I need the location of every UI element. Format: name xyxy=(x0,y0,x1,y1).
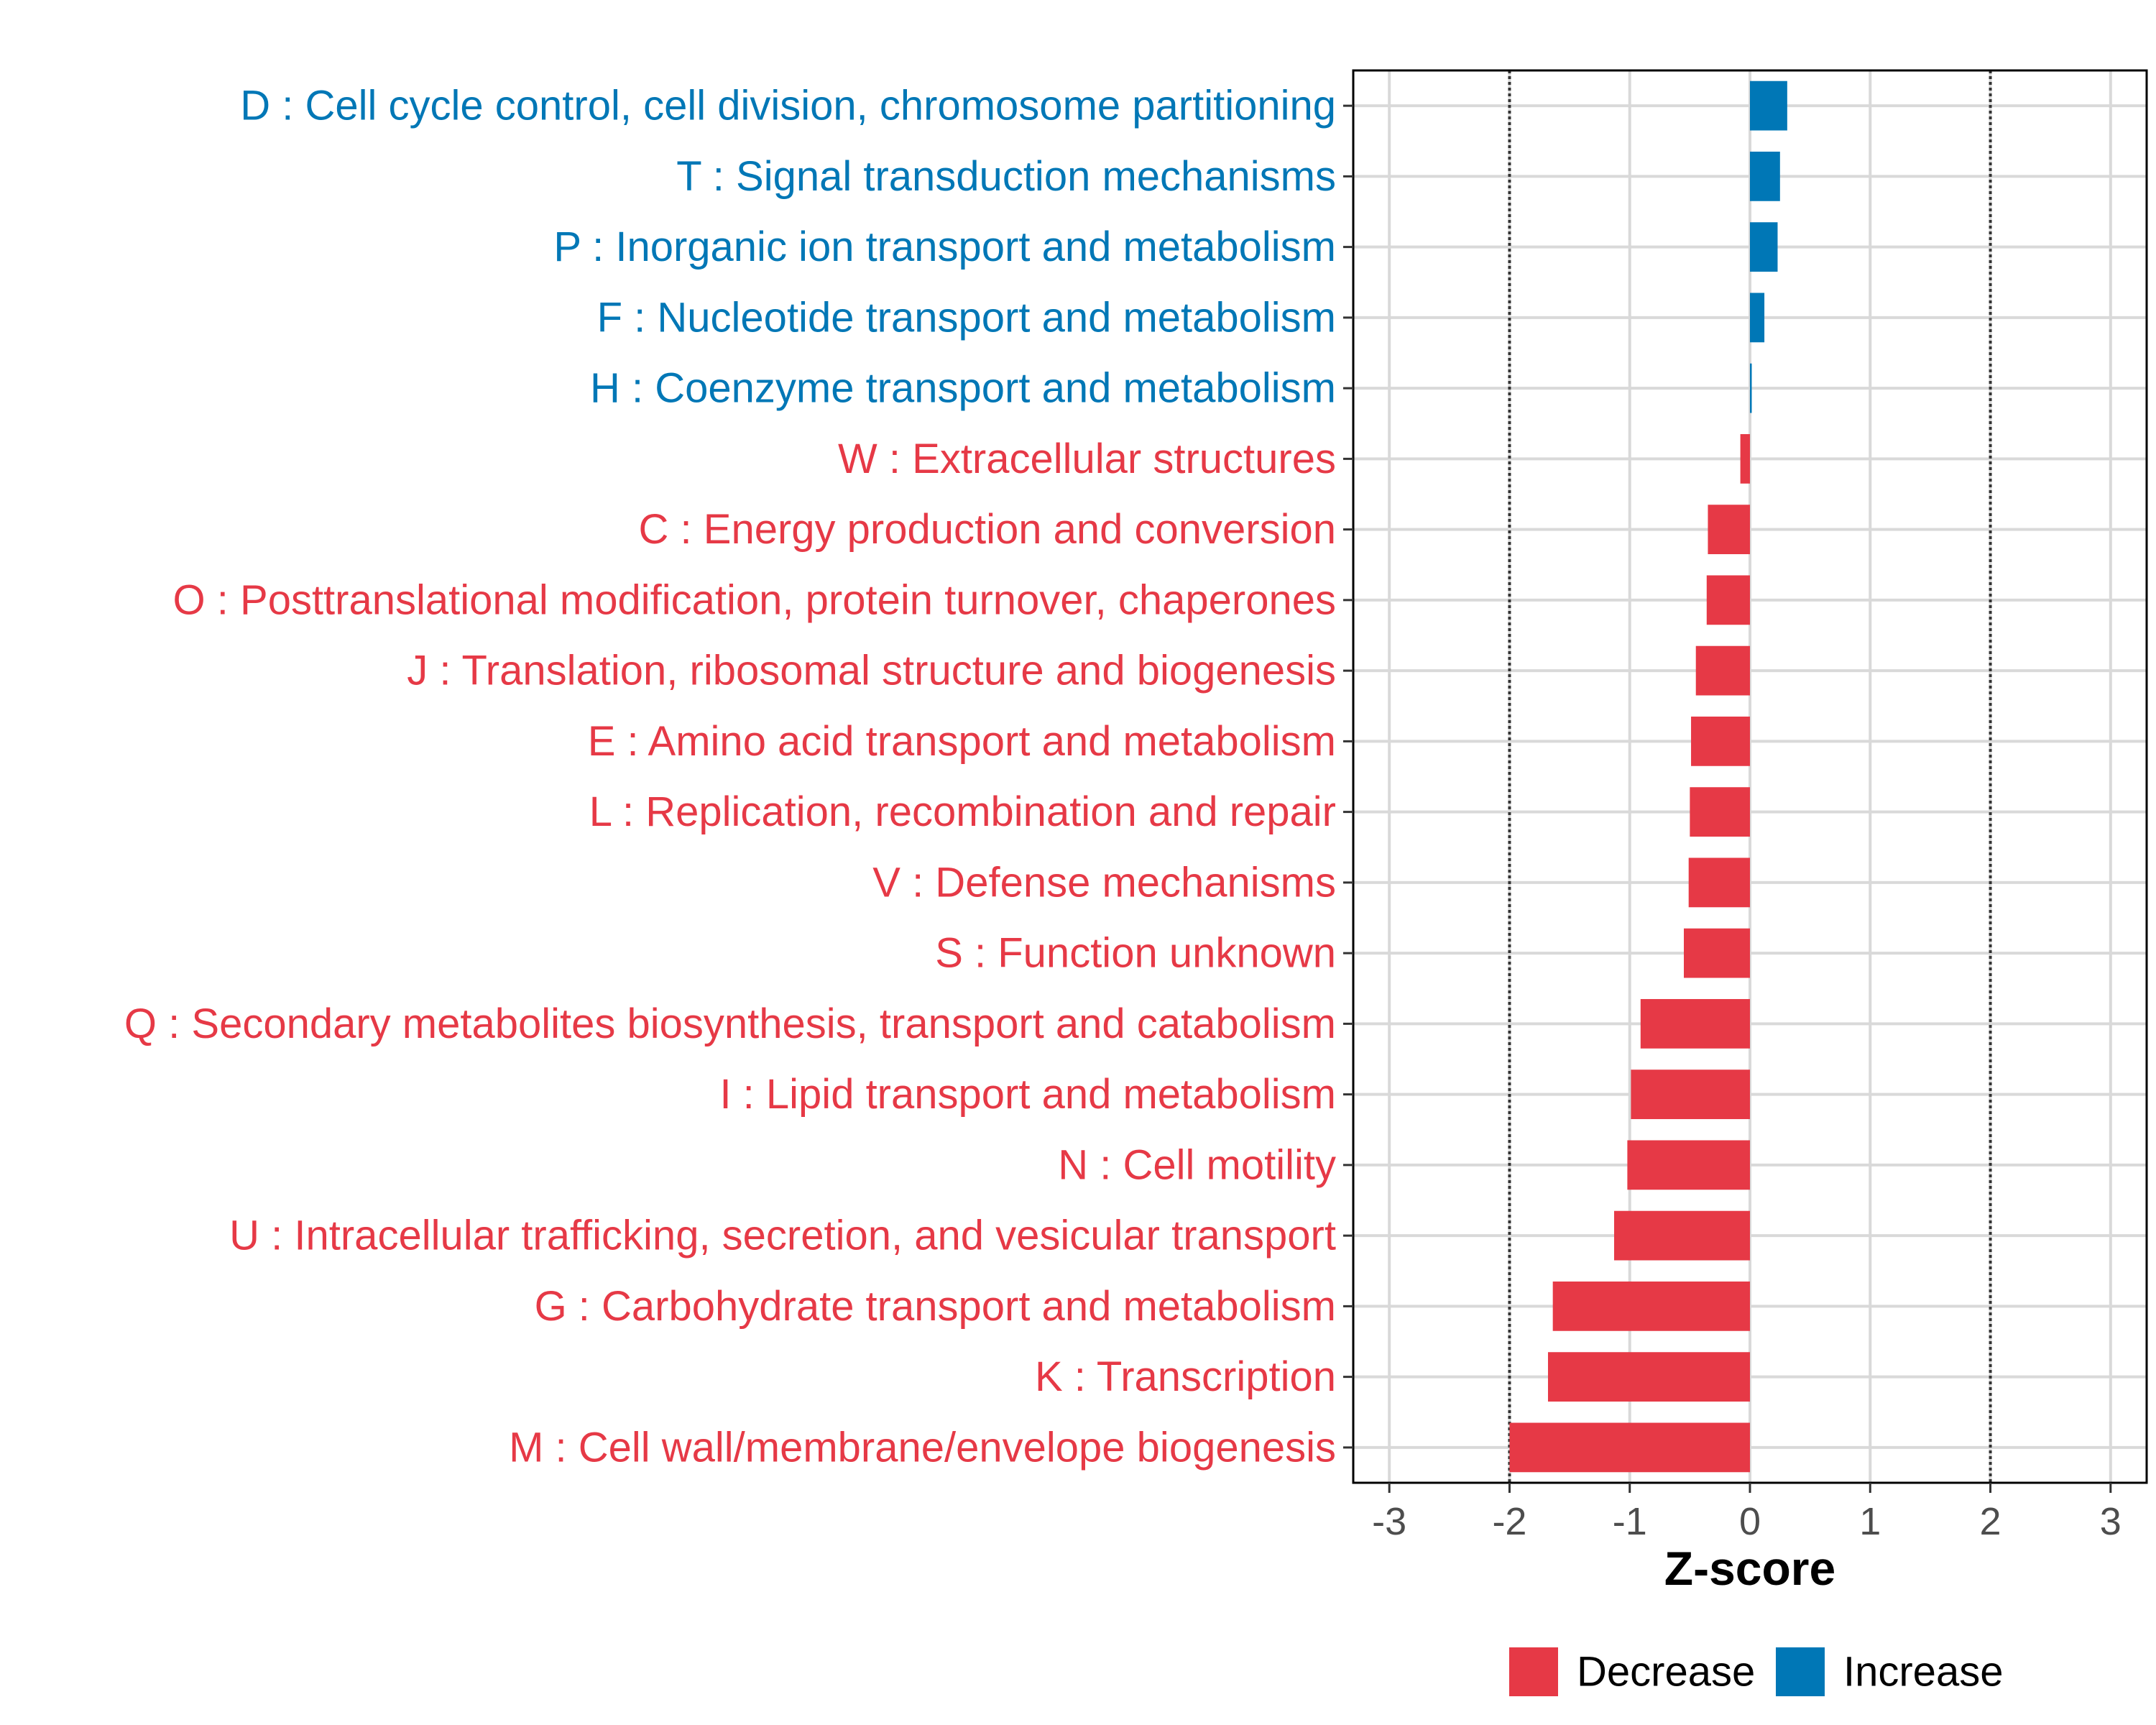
bar xyxy=(1750,293,1765,343)
legend: Decrease Increase xyxy=(1509,1647,2003,1696)
category-label: J : Translation, ribosomal structure and… xyxy=(407,648,1336,694)
category-label: V : Defense mechanisms xyxy=(872,859,1336,906)
x-tick-label: 1 xyxy=(1859,1500,1881,1543)
y-axis-labels: D : Cell cycle control, cell division, c… xyxy=(124,83,1336,1471)
legend-entry: Increase xyxy=(1776,1647,2003,1696)
category-label: O : Posttranslational modification, prot… xyxy=(173,576,1336,623)
bar xyxy=(1750,363,1752,413)
category-label: Q : Secondary metabolites biosynthesis, … xyxy=(124,1000,1336,1047)
category-label: L : Replication, recombination and repai… xyxy=(589,788,1336,835)
x-axis-ticks xyxy=(1388,1483,2112,1493)
category-label: N : Cell motility xyxy=(1058,1141,1336,1188)
legend-swatch xyxy=(1509,1647,1558,1696)
category-label: S : Function unknown xyxy=(935,930,1336,977)
bar xyxy=(1706,575,1750,625)
bar xyxy=(1684,928,1750,978)
bar xyxy=(1750,151,1780,201)
bar xyxy=(1640,998,1750,1049)
category-label: M : Cell wall/membrane/envelope biogenes… xyxy=(509,1424,1336,1471)
category-label: P : Inorganic ion transport and metaboli… xyxy=(553,224,1336,270)
category-label: T : Signal transduction mechanisms xyxy=(676,153,1336,200)
category-label: U : Intracellular trafficking, secretion… xyxy=(229,1213,1336,1259)
category-label: D : Cell cycle control, cell division, c… xyxy=(240,83,1336,129)
x-tick-label: -1 xyxy=(1613,1500,1647,1543)
bars xyxy=(1509,80,1787,1473)
x-tick-label: -2 xyxy=(1492,1500,1526,1543)
bar xyxy=(1740,433,1750,484)
category-label: G : Carbohydrate transport and metabolis… xyxy=(535,1283,1336,1330)
bar xyxy=(1695,645,1750,696)
legend-label: Increase xyxy=(1843,1649,2003,1696)
y-axis-ticks xyxy=(1343,104,1353,1449)
bar xyxy=(1691,716,1750,766)
bar xyxy=(1627,1140,1750,1190)
bar xyxy=(1690,787,1750,837)
legend-label: Decrease xyxy=(1577,1649,1755,1696)
bar xyxy=(1750,80,1787,131)
category-label: C : Energy production and conversion xyxy=(639,506,1336,553)
category-label: E : Amino acid transport and metabolism xyxy=(588,718,1336,765)
legend-entry: Decrease xyxy=(1509,1647,1755,1696)
category-label: F : Nucleotide transport and metabolism xyxy=(597,294,1336,341)
bar xyxy=(1552,1281,1750,1331)
x-axis-tick-labels: -3 -2 -1 0 1 2 3 xyxy=(1372,1500,2122,1543)
grid-layer xyxy=(1353,70,2147,1483)
bar xyxy=(1750,222,1778,272)
category-label: H : Coenzyme transport and metabolism xyxy=(590,365,1336,412)
x-axis-title: Z-score xyxy=(1664,1542,1835,1595)
category-label: I : Lipid transport and metabolism xyxy=(719,1071,1336,1118)
bar xyxy=(1547,1352,1750,1402)
bar xyxy=(1708,505,1750,555)
x-tick-label: 3 xyxy=(2100,1500,2122,1543)
bar xyxy=(1613,1210,1750,1261)
category-label: W : Extracellular structures xyxy=(838,436,1336,482)
bar xyxy=(1688,857,1750,908)
legend-swatch xyxy=(1776,1647,1825,1696)
x-tick-label: -3 xyxy=(1372,1500,1406,1543)
bar xyxy=(1509,1422,1750,1473)
category-label: K : Transcription xyxy=(1035,1353,1336,1400)
x-tick-label: 0 xyxy=(1739,1500,1761,1543)
x-tick-label: 2 xyxy=(1980,1500,2001,1543)
bar xyxy=(1631,1070,1750,1120)
